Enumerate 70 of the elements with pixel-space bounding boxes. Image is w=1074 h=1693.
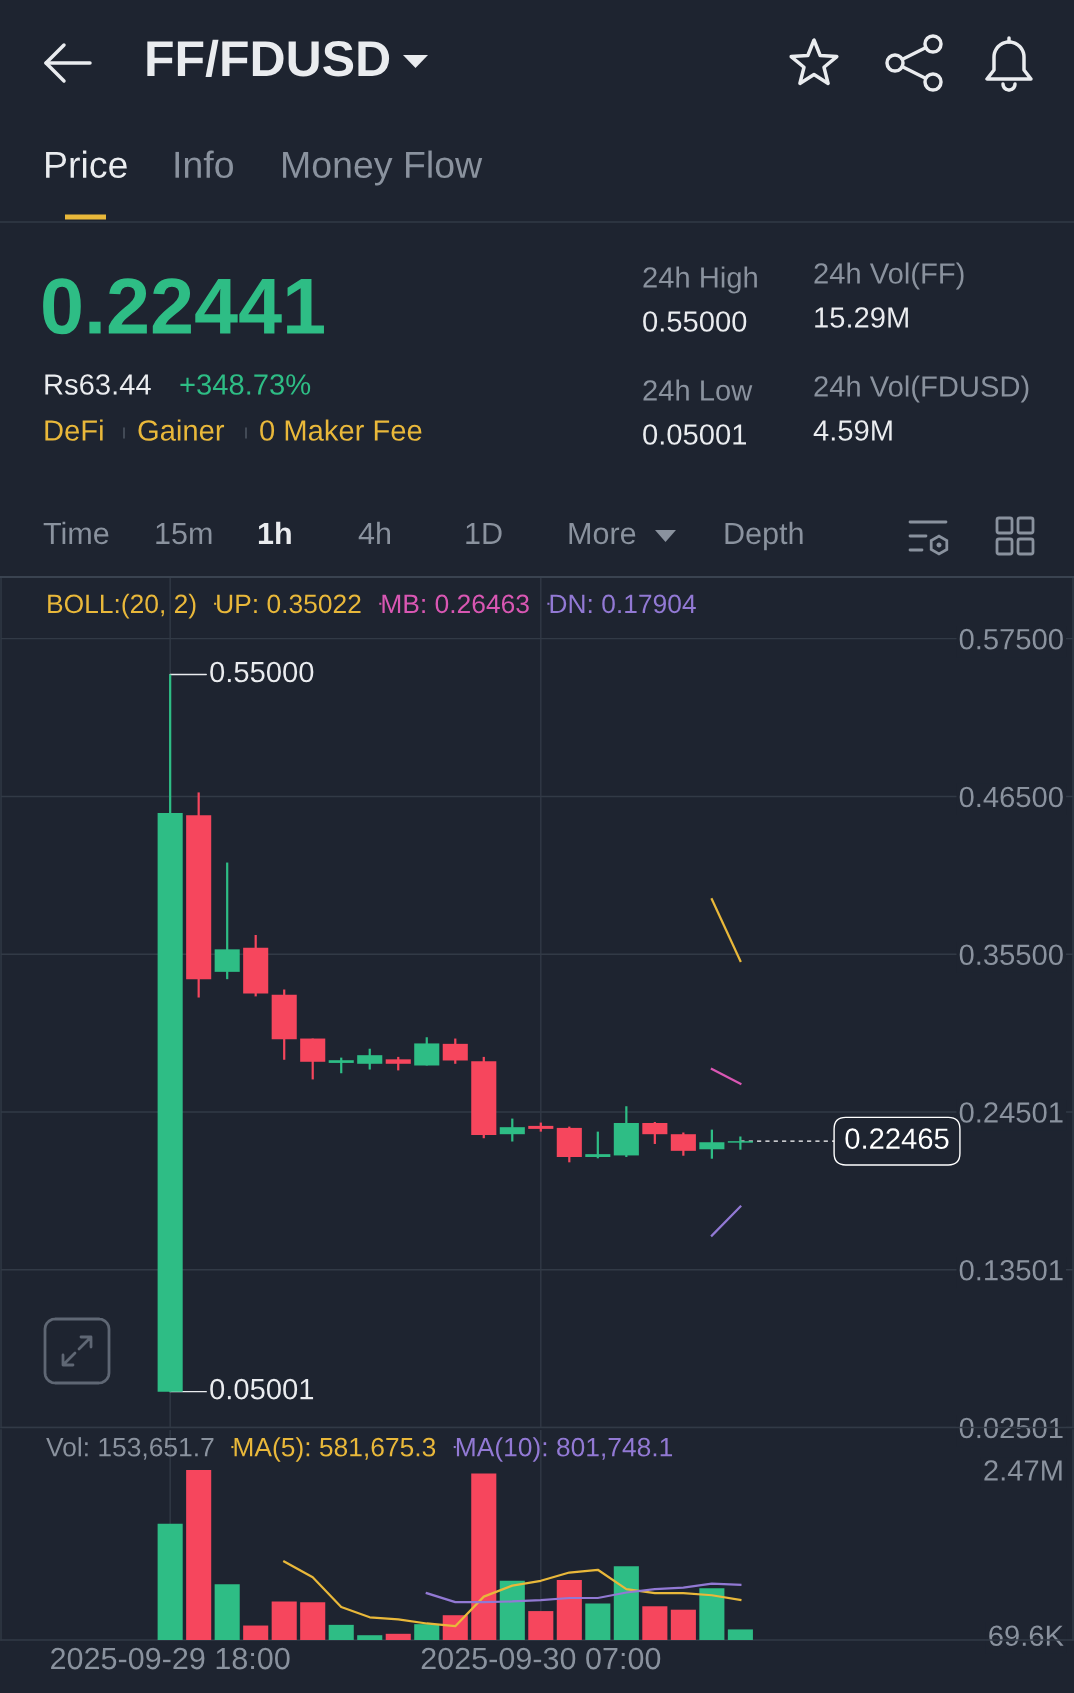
line-series bbox=[283, 1560, 742, 1628]
text: Rs63.44 bbox=[45, 374, 151, 395]
bar bbox=[328, 1624, 354, 1640]
bar bbox=[528, 1611, 554, 1640]
annotation: 0.55000 bbox=[210, 661, 314, 683]
text: 0.22441 bbox=[43, 278, 324, 335]
text: +348.73% bbox=[180, 374, 311, 395]
text: 0 Maker Fee bbox=[260, 419, 422, 441]
bar bbox=[243, 1625, 269, 1640]
annotation: Vol: 153,651.7 bbox=[46, 1437, 214, 1460]
text: 24h High bbox=[643, 266, 757, 294]
text: Gainer bbox=[138, 419, 225, 441]
y-tick-label: 0.02501 bbox=[959, 1417, 1063, 1439]
text: Price bbox=[46, 150, 127, 179]
legend-label: UP: 0.35022 bbox=[217, 594, 361, 614]
bar bbox=[271, 1601, 297, 1640]
bar bbox=[357, 1635, 383, 1640]
text: Time bbox=[43, 521, 109, 545]
x-tick-label: 2025-09-30 07:00 bbox=[421, 1647, 661, 1670]
legend-label: MA(10): 801,748.1 bbox=[456, 1437, 673, 1462]
text: 15m bbox=[156, 522, 212, 545]
text: More bbox=[569, 522, 636, 545]
text: DeFi bbox=[45, 419, 103, 441]
text: 0.55000 bbox=[643, 311, 747, 332]
bar bbox=[300, 1602, 326, 1640]
bar bbox=[727, 1629, 753, 1640]
candlestick bbox=[585, 1130, 611, 1160]
legend-label: MB: 0.26463 bbox=[382, 594, 529, 614]
legend-title: BOLL:(20, 2) bbox=[48, 593, 196, 619]
bar bbox=[642, 1606, 668, 1640]
text: 24h Low bbox=[643, 379, 753, 401]
bar bbox=[157, 1523, 183, 1640]
bar bbox=[442, 1615, 468, 1640]
annotation: 0.05001 bbox=[210, 1378, 314, 1400]
bar bbox=[471, 1473, 497, 1640]
x-tick-label: 2025-09-29 18:00 bbox=[51, 1647, 290, 1670]
text: Money Flow bbox=[283, 150, 483, 186]
text: Depth bbox=[725, 521, 803, 551]
ref-line-label: 0.22465 bbox=[845, 1128, 949, 1149]
bar bbox=[214, 1584, 240, 1640]
text: 15.29M bbox=[815, 307, 908, 328]
line-series bbox=[425, 1582, 742, 1604]
bar bbox=[699, 1588, 725, 1640]
bar bbox=[556, 1580, 582, 1640]
bar bbox=[585, 1603, 611, 1640]
y-tick-label: 0.35500 bbox=[959, 944, 1063, 966]
text: FF/FDUSD bbox=[147, 39, 390, 77]
y-tick-label: 2.47M bbox=[984, 1460, 1062, 1481]
y-tick-label: 0.46500 bbox=[959, 786, 1063, 808]
bar bbox=[385, 1633, 411, 1640]
text: Info bbox=[175, 150, 233, 179]
text: 24h Vol(FDUSD) bbox=[814, 375, 1029, 403]
text: 1h bbox=[258, 521, 291, 544]
y-tick-label: 0.24501 bbox=[959, 1102, 1063, 1123]
bar bbox=[613, 1566, 639, 1640]
y-tick-label: 69.6K bbox=[989, 1625, 1064, 1647]
bar bbox=[186, 1469, 212, 1640]
text: 4h bbox=[358, 521, 390, 544]
legend-label: DN: 0.17904 bbox=[550, 594, 696, 614]
bar bbox=[414, 1624, 440, 1640]
text: 24h Vol(FF) bbox=[814, 262, 964, 290]
y-tick-label: 0.57500 bbox=[959, 628, 1063, 650]
legend-label: MA(5): 581,675.3 bbox=[234, 1437, 436, 1462]
text: 0.05001 bbox=[643, 424, 747, 445]
candlestick bbox=[699, 1128, 725, 1160]
bar bbox=[499, 1580, 525, 1640]
y-tick-label: 0.13501 bbox=[959, 1259, 1063, 1281]
text: 4.59M bbox=[813, 420, 892, 441]
text: 1D bbox=[466, 522, 502, 544]
bar bbox=[670, 1609, 696, 1640]
